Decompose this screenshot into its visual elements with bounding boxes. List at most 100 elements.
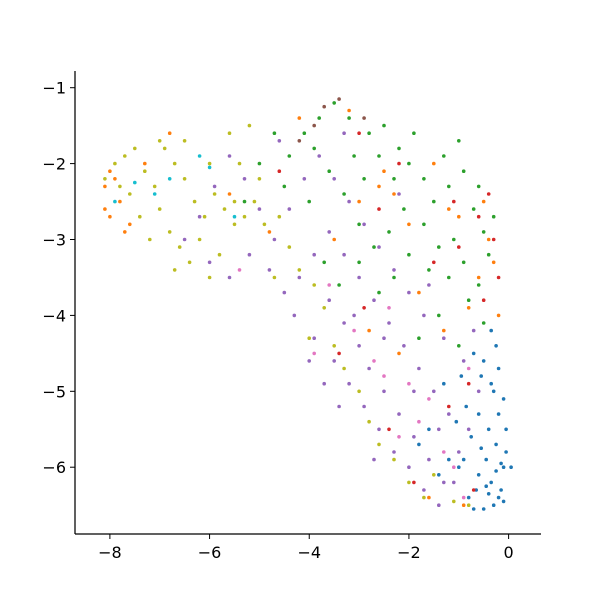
data-point bbox=[362, 306, 366, 310]
data-point bbox=[377, 245, 381, 249]
data-point bbox=[312, 283, 317, 287]
data-point bbox=[407, 252, 411, 257]
data-point bbox=[499, 461, 503, 466]
data-point bbox=[357, 131, 361, 135]
data-point bbox=[272, 237, 277, 242]
y-tick-label: −3 bbox=[42, 231, 66, 250]
data-point bbox=[332, 101, 337, 105]
data-point bbox=[407, 290, 411, 295]
data-point bbox=[167, 131, 172, 135]
data-point bbox=[489, 328, 494, 333]
data-point bbox=[447, 457, 451, 462]
data-point bbox=[466, 503, 471, 508]
data-point bbox=[207, 165, 212, 170]
x-tick-label: −4 bbox=[297, 543, 321, 562]
data-point bbox=[337, 351, 341, 356]
data-point bbox=[509, 465, 513, 470]
data-point bbox=[407, 465, 411, 470]
data-point bbox=[427, 427, 431, 432]
data-point bbox=[272, 275, 277, 280]
data-point bbox=[442, 381, 446, 386]
data-point bbox=[187, 260, 192, 265]
data-point bbox=[407, 480, 411, 485]
series-6 bbox=[237, 268, 471, 500]
data-point bbox=[237, 268, 242, 272]
data-point bbox=[461, 260, 466, 265]
data-point bbox=[486, 237, 491, 242]
data-point bbox=[476, 214, 481, 219]
data-point bbox=[479, 374, 484, 378]
data-point bbox=[197, 237, 202, 242]
data-point bbox=[481, 298, 486, 303]
data-point bbox=[172, 268, 177, 272]
data-point bbox=[227, 154, 232, 158]
data-point bbox=[387, 306, 391, 310]
data-point bbox=[496, 275, 501, 280]
data-point bbox=[207, 260, 212, 265]
data-point bbox=[327, 230, 332, 234]
data-point bbox=[247, 123, 252, 128]
series-4 bbox=[182, 131, 481, 508]
data-point bbox=[476, 389, 481, 394]
data-point bbox=[197, 154, 202, 158]
data-point bbox=[407, 222, 411, 227]
data-point bbox=[466, 381, 471, 386]
data-point bbox=[287, 154, 292, 158]
data-point bbox=[317, 116, 322, 120]
data-point bbox=[387, 321, 391, 325]
data-point bbox=[377, 184, 381, 189]
data-point bbox=[476, 473, 481, 477]
data-point bbox=[252, 199, 257, 204]
data-point bbox=[133, 180, 137, 185]
data-point bbox=[192, 199, 197, 204]
data-point bbox=[312, 336, 317, 341]
data-point bbox=[143, 161, 147, 166]
data-point bbox=[342, 252, 346, 257]
data-point bbox=[342, 192, 346, 196]
data-point bbox=[501, 465, 506, 470]
data-point bbox=[496, 412, 501, 416]
data-point bbox=[496, 495, 501, 500]
data-point bbox=[118, 184, 122, 189]
data-point bbox=[197, 214, 202, 219]
data-point bbox=[387, 427, 391, 432]
data-point bbox=[397, 192, 401, 196]
data-point bbox=[466, 306, 471, 310]
data-point bbox=[367, 328, 371, 333]
data-point bbox=[494, 442, 498, 447]
data-point bbox=[496, 366, 501, 371]
data-point bbox=[322, 260, 327, 265]
data-point bbox=[452, 465, 456, 470]
data-point bbox=[292, 313, 297, 318]
data-point bbox=[113, 161, 117, 166]
data-point bbox=[481, 359, 486, 363]
data-point bbox=[167, 230, 172, 234]
data-point bbox=[412, 435, 416, 439]
data-point bbox=[459, 374, 464, 378]
data-point bbox=[247, 252, 252, 257]
data-point bbox=[447, 184, 451, 189]
data-point bbox=[461, 495, 466, 500]
data-point bbox=[277, 139, 282, 143]
data-point bbox=[342, 321, 346, 325]
data-point bbox=[267, 268, 272, 272]
data-point bbox=[457, 214, 461, 219]
data-point bbox=[491, 214, 496, 219]
data-point bbox=[464, 404, 469, 409]
data-point bbox=[422, 495, 426, 500]
data-point bbox=[312, 123, 317, 128]
data-point bbox=[476, 283, 481, 287]
data-point bbox=[432, 473, 436, 477]
data-point bbox=[152, 192, 157, 196]
data-point bbox=[362, 116, 366, 120]
data-point bbox=[422, 313, 426, 318]
data-point bbox=[457, 450, 461, 454]
data-point bbox=[447, 275, 451, 280]
data-point bbox=[392, 457, 396, 462]
data-point bbox=[277, 214, 282, 219]
data-point bbox=[143, 169, 147, 173]
series-7 bbox=[103, 123, 471, 508]
data-point bbox=[457, 245, 461, 249]
data-point bbox=[362, 177, 366, 181]
data-point bbox=[494, 469, 498, 473]
